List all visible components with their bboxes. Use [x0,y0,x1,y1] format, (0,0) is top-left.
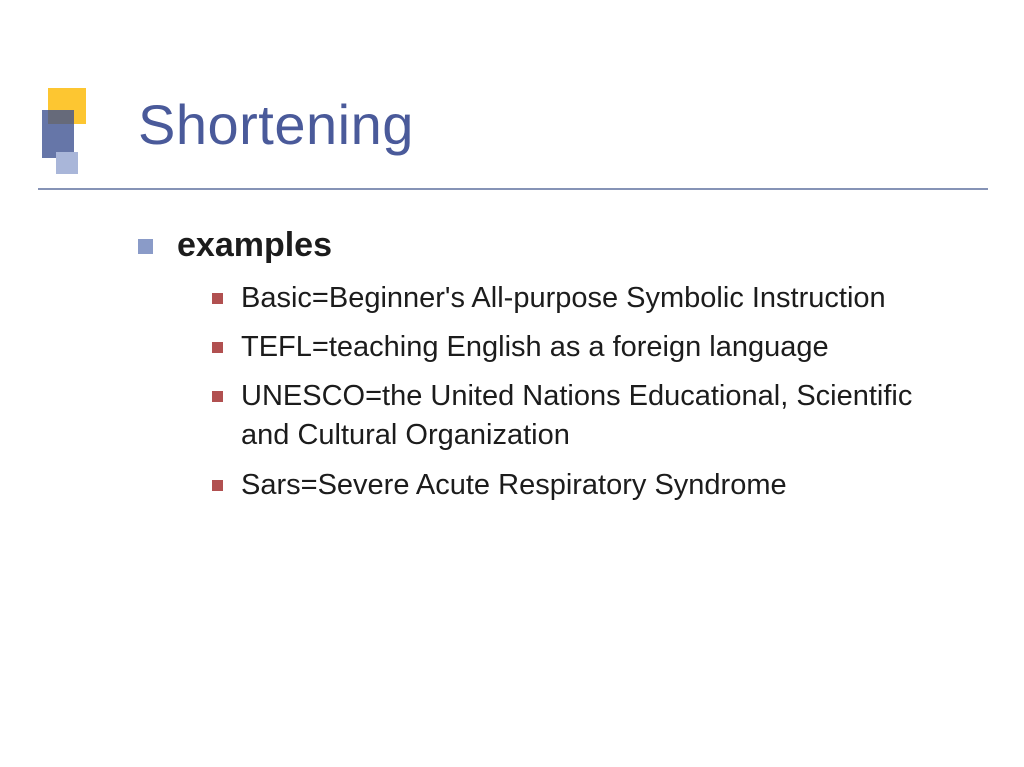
slide-logo [42,88,112,178]
bullet-level2: Sars=Severe Acute Respiratory Syndrome [212,466,958,505]
logo-square-blue-light [56,152,78,174]
bullet-level1: examples [138,226,958,265]
square-bullet-icon [212,480,223,491]
title-underline [38,188,988,190]
slide-body: examples Basic=Beginner's All-purpose Sy… [138,226,958,515]
bullet-level2-text: TEFL=teaching English as a foreign langu… [241,328,829,367]
bullet-level2-text: UNESCO=the United Nations Educational, S… [241,377,958,455]
bullet-level2: UNESCO=the United Nations Educational, S… [212,377,958,455]
bullet-level2: TEFL=teaching English as a foreign langu… [212,328,958,367]
bullet-level1-text: examples [177,226,332,265]
slide-title: Shortening [138,92,414,157]
square-bullet-icon [138,239,153,254]
bullet-level2: Basic=Beginner's All-purpose Symbolic In… [212,279,958,318]
bullet-level2-text: Basic=Beginner's All-purpose Symbolic In… [241,279,886,318]
bullet-level2-text: Sars=Severe Acute Respiratory Syndrome [241,466,787,505]
square-bullet-icon [212,342,223,353]
logo-square-blue-dark [42,110,74,158]
square-bullet-icon [212,391,223,402]
bullet-level2-list: Basic=Beginner's All-purpose Symbolic In… [212,279,958,505]
square-bullet-icon [212,293,223,304]
